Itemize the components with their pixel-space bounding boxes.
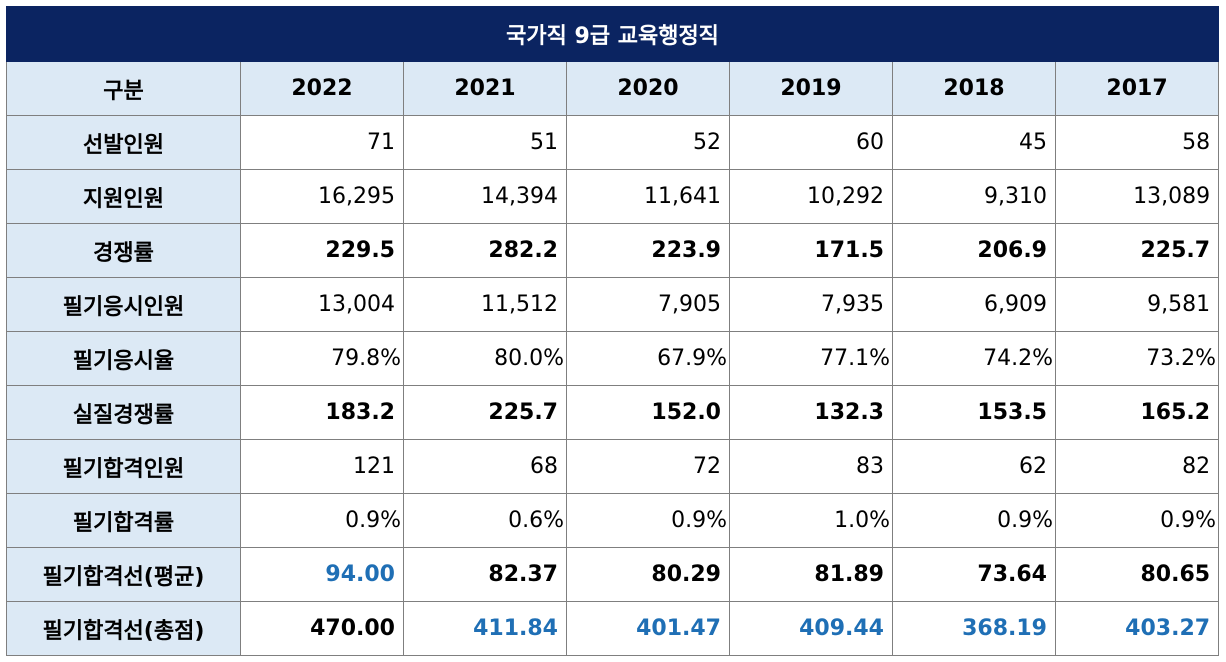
table-cell-highlight: 94.00 bbox=[240, 547, 404, 602]
table-title: 국가직 9급 교육행정직 bbox=[5, 6, 1220, 62]
table-cell: 152.0 bbox=[566, 385, 730, 440]
table-container: 국가직 9급 교육행정직 구분 2022 2021 2020 2019 2018… bbox=[5, 6, 1220, 656]
table-cell: 81.89 bbox=[729, 547, 893, 602]
table-row: 필기응시인원 13,004 11,512 7,905 7,935 6,909 9… bbox=[6, 277, 1220, 332]
row-label: 지원인원 bbox=[6, 169, 241, 224]
table-cell: 72 bbox=[566, 439, 730, 494]
row-label: 필기합격률 bbox=[6, 493, 241, 548]
table-cell: 225.7 bbox=[403, 385, 567, 440]
table-cell: 51 bbox=[403, 115, 567, 170]
table-cell: 0.9% bbox=[892, 493, 1056, 548]
table-cell: 82 bbox=[1054, 439, 1220, 494]
table-cell: 80.29 bbox=[566, 547, 730, 602]
table-cell: 6,909 bbox=[892, 277, 1056, 332]
table-cell: 14,394 bbox=[403, 169, 567, 224]
row-label: 필기합격인원 bbox=[6, 439, 241, 494]
exam-statistics-table: 국가직 9급 교육행정직 구분 2022 2021 2020 2019 2018… bbox=[5, 6, 1220, 656]
table-cell: 45 bbox=[892, 115, 1056, 170]
table-cell: 68 bbox=[403, 439, 567, 494]
table-cell: 80.0% bbox=[403, 331, 567, 386]
table-cell-highlight: 368.19 bbox=[892, 601, 1056, 656]
table-cell: 470.00 bbox=[240, 601, 404, 656]
table-cell: 52 bbox=[566, 115, 730, 170]
table-cell: 80.65 bbox=[1054, 547, 1220, 602]
table-cell: 0.9% bbox=[240, 493, 404, 548]
table-cell: 73.64 bbox=[892, 547, 1056, 602]
table-cell: 206.9 bbox=[892, 223, 1056, 278]
table-row: 실질경쟁률 183.2 225.7 152.0 132.3 153.5 165.… bbox=[6, 385, 1220, 440]
table-cell-highlight: 409.44 bbox=[729, 601, 893, 656]
table-cell: 165.2 bbox=[1054, 385, 1220, 440]
table-cell: 62 bbox=[892, 439, 1056, 494]
table-row: 필기응시율 79.8% 80.0% 67.9% 77.1% 74.2% 73.2… bbox=[6, 331, 1220, 386]
header-year-2019: 2019 bbox=[729, 61, 893, 116]
table-cell: 73.2% bbox=[1054, 331, 1220, 386]
table-cell: 83 bbox=[729, 439, 893, 494]
header-year-2017: 2017 bbox=[1054, 61, 1220, 116]
table-cell: 79.8% bbox=[240, 331, 404, 386]
table-cell-highlight: 401.47 bbox=[566, 601, 730, 656]
table-cell: 7,935 bbox=[729, 277, 893, 332]
table-cell: 7,905 bbox=[566, 277, 730, 332]
row-label: 필기응시율 bbox=[6, 331, 241, 386]
table-cell: 58 bbox=[1054, 115, 1220, 170]
header-year-2022: 2022 bbox=[240, 61, 404, 116]
table-row: 필기합격선(평균) 94.00 82.37 80.29 81.89 73.64 … bbox=[6, 547, 1220, 602]
table-cell: 282.2 bbox=[403, 223, 567, 278]
table-row: 필기합격률 0.9% 0.6% 0.9% 1.0% 0.9% 0.9% bbox=[6, 493, 1220, 548]
table-cell: 77.1% bbox=[729, 331, 893, 386]
table-cell: 171.5 bbox=[729, 223, 893, 278]
table-row: 경쟁률 229.5 282.2 223.9 171.5 206.9 225.7 bbox=[6, 223, 1220, 278]
table-row: 필기합격선(총점) 470.00 411.84 401.47 409.44 36… bbox=[6, 601, 1220, 656]
row-label: 실질경쟁률 bbox=[6, 385, 241, 440]
table-cell: 13,004 bbox=[240, 277, 404, 332]
header-year-2020: 2020 bbox=[566, 61, 730, 116]
table-cell: 229.5 bbox=[240, 223, 404, 278]
row-label: 선발인원 bbox=[6, 115, 241, 170]
table-cell: 9,310 bbox=[892, 169, 1056, 224]
table-cell: 0.9% bbox=[566, 493, 730, 548]
table-cell: 16,295 bbox=[240, 169, 404, 224]
table-cell: 153.5 bbox=[892, 385, 1056, 440]
table-cell: 0.9% bbox=[1054, 493, 1220, 548]
header-category: 구분 bbox=[6, 61, 241, 116]
table-cell: 67.9% bbox=[566, 331, 730, 386]
table-cell: 11,512 bbox=[403, 277, 567, 332]
table-cell: 132.3 bbox=[729, 385, 893, 440]
table-row: 필기합격인원 121 68 72 83 62 82 bbox=[6, 439, 1220, 494]
table-cell: 10,292 bbox=[729, 169, 893, 224]
table-cell: 60 bbox=[729, 115, 893, 170]
header-year-2021: 2021 bbox=[403, 61, 567, 116]
table-cell-highlight: 403.27 bbox=[1054, 601, 1220, 656]
table-cell: 9,581 bbox=[1054, 277, 1220, 332]
table-cell: 74.2% bbox=[892, 331, 1056, 386]
table-row: 선발인원 71 51 52 60 45 58 bbox=[6, 115, 1220, 170]
header-year-2018: 2018 bbox=[892, 61, 1056, 116]
table-cell: 183.2 bbox=[240, 385, 404, 440]
row-label: 필기합격선(평균) bbox=[6, 547, 241, 602]
table-cell: 71 bbox=[240, 115, 404, 170]
table-cell-highlight: 411.84 bbox=[403, 601, 567, 656]
row-label: 필기응시인원 bbox=[6, 277, 241, 332]
table-cell: 223.9 bbox=[566, 223, 730, 278]
table-cell: 1.0% bbox=[729, 493, 893, 548]
table-cell: 82.37 bbox=[403, 547, 567, 602]
table-cell: 11,641 bbox=[566, 169, 730, 224]
table-cell: 13,089 bbox=[1054, 169, 1220, 224]
header-row: 구분 2022 2021 2020 2019 2018 2017 bbox=[6, 61, 1220, 116]
table-cell: 0.6% bbox=[403, 493, 567, 548]
table-cell: 121 bbox=[240, 439, 404, 494]
row-label: 필기합격선(총점) bbox=[6, 601, 241, 656]
title-row: 국가직 9급 교육행정직 bbox=[5, 6, 1220, 62]
table-row: 지원인원 16,295 14,394 11,641 10,292 9,310 1… bbox=[6, 169, 1220, 224]
table-cell: 225.7 bbox=[1054, 223, 1220, 278]
row-label: 경쟁률 bbox=[6, 223, 241, 278]
